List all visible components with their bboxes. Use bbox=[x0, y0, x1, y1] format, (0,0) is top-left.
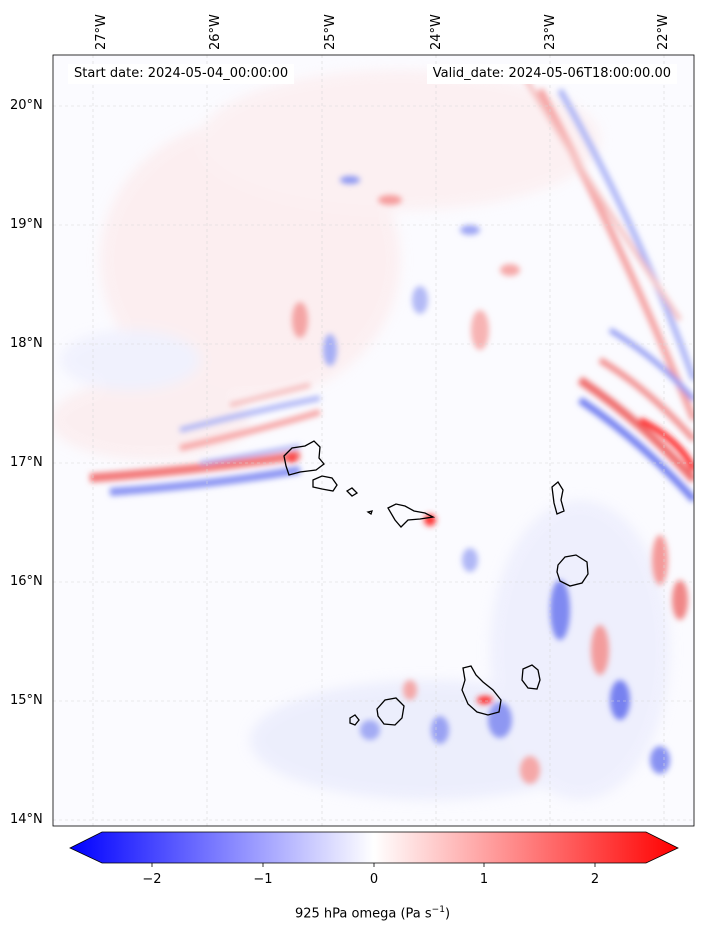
colorbar-label: 925 hPa omega (Pa s−1) bbox=[294, 905, 451, 922]
island-islet bbox=[366, 510, 373, 516]
lon-label-23w: 23°W bbox=[543, 14, 558, 50]
colorbar-tick-label: 2 bbox=[590, 872, 600, 887]
map-panel bbox=[52, 54, 695, 827]
island-fogo bbox=[376, 697, 405, 726]
island-santa-luzia bbox=[345, 487, 359, 497]
colorbar-ticks bbox=[151, 863, 596, 867]
island-sal bbox=[551, 481, 565, 515]
lon-label-27w: 27°W bbox=[94, 14, 109, 50]
map-frame bbox=[52, 54, 695, 827]
lon-label-22w: 22°W bbox=[656, 14, 671, 50]
island-santiago bbox=[461, 665, 502, 716]
colorbar-tick-label: −2 bbox=[142, 872, 162, 887]
start-date-label: Start date: 2024-05-04_00:00:00 bbox=[68, 64, 295, 84]
colorbar bbox=[69, 831, 679, 867]
colorbar-bar bbox=[69, 831, 679, 864]
colorbar-tick-label: −1 bbox=[253, 872, 273, 887]
lon-label-26w: 26°W bbox=[208, 14, 223, 50]
colorbar-tick-label: 0 bbox=[369, 872, 379, 887]
lat-label-15n: 15°N bbox=[10, 693, 43, 708]
island-santo-antao bbox=[283, 440, 325, 476]
island-boa-vista bbox=[556, 554, 589, 587]
lat-label-14n: 14°N bbox=[10, 812, 43, 827]
colorbar-tick-label: 1 bbox=[479, 872, 489, 887]
lon-label-25w: 25°W bbox=[323, 14, 338, 50]
lat-label-20n: 20°N bbox=[10, 98, 43, 113]
island-maio bbox=[521, 664, 541, 690]
island-sao-nicolau bbox=[387, 503, 436, 528]
omega-field bbox=[53, 68, 694, 800]
lat-label-17n: 17°N bbox=[10, 455, 43, 470]
island-brava bbox=[349, 714, 360, 726]
valid-date-label: Valid_date: 2024-05-06T18:00:00.00 bbox=[426, 64, 677, 84]
lon-label-24w: 24°W bbox=[429, 14, 444, 50]
coastlines bbox=[283, 440, 589, 726]
lat-label-18n: 18°N bbox=[10, 336, 43, 351]
lat-label-16n: 16°N bbox=[10, 574, 43, 589]
lat-label-19n: 19°N bbox=[10, 217, 43, 232]
island-sao-vicente bbox=[312, 475, 338, 492]
graticule bbox=[53, 55, 694, 826]
